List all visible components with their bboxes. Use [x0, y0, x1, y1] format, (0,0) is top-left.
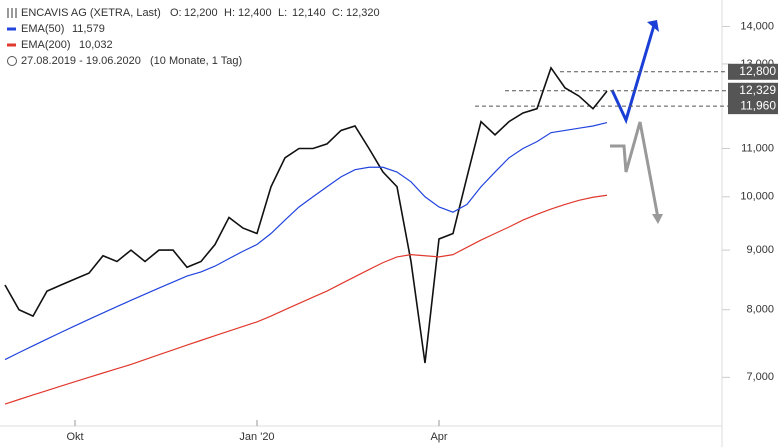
legend-swatch	[7, 27, 16, 31]
legend-swatch	[7, 43, 16, 47]
arrow-down	[610, 121, 660, 219]
series-line	[4, 121, 608, 361]
legend-label: EMA(50)	[21, 23, 64, 35]
ohlc-value: 12,320	[346, 7, 380, 19]
period-note: (10 Monate, 1 Tag)	[150, 55, 242, 67]
legend-value: 10,032	[79, 39, 113, 51]
series-line	[4, 66, 608, 364]
ohlc-key: O:	[170, 7, 182, 19]
ohlc-value: 12,400	[238, 7, 272, 19]
arrow-head	[647, 20, 659, 32]
y-tick-label: 9,000	[746, 244, 774, 256]
arrow-up	[610, 21, 657, 125]
level-box	[728, 63, 778, 80]
period: 27.08.2019 - 19.06.2020	[21, 55, 141, 67]
clock-icon	[7, 56, 17, 66]
ohlc-key: C:	[332, 7, 343, 19]
ohlc-value: 12,200	[184, 7, 218, 19]
y-tick-label: 8,000	[746, 304, 774, 316]
ohlc-value: 12,140	[292, 7, 326, 19]
x-tick-label: Apr	[430, 431, 447, 443]
level-box	[728, 82, 778, 99]
legend-label: EMA(200)	[21, 39, 71, 51]
x-tick-label: Okt	[66, 431, 83, 443]
level-label: 12,329	[739, 83, 776, 97]
ohlc-key: H:	[224, 7, 235, 19]
level-label: 12,800	[739, 64, 776, 78]
y-tick-label: 14,000	[740, 20, 774, 32]
level-box	[728, 98, 778, 115]
x-tick-label: Jan '20	[239, 431, 274, 443]
candle-icon	[7, 8, 17, 18]
y-tick-label: 10,000	[740, 191, 774, 203]
arrow-head	[652, 214, 663, 224]
series-line	[4, 194, 608, 405]
legend-value: 11,579	[72, 23, 105, 35]
ohlc-key: L:	[278, 7, 287, 19]
chart-title: ENCAVIS AG (XETRA, Last)	[21, 7, 161, 19]
y-tick-label: 11,000	[741, 142, 774, 154]
level-label: 11,960	[740, 98, 776, 112]
y-tick-label: 7,000	[746, 371, 774, 383]
